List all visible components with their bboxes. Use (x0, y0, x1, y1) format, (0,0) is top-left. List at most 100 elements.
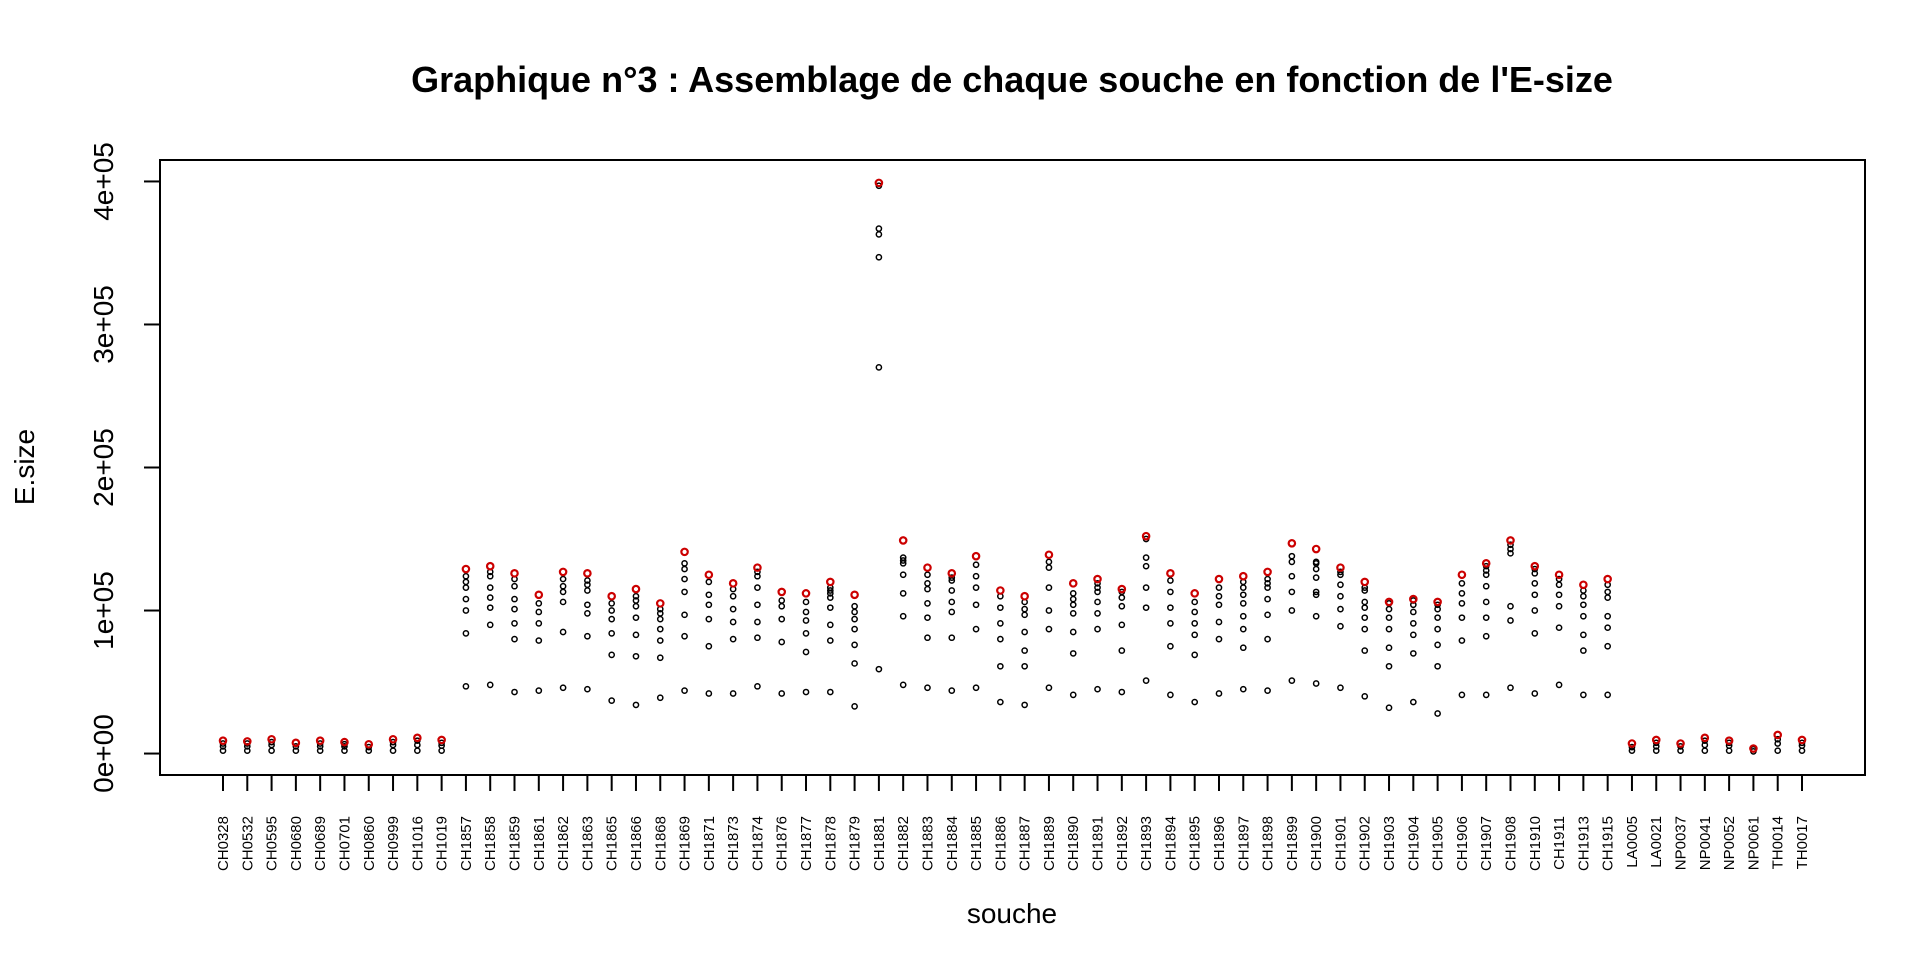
data-point (972, 572, 980, 580)
data-point (1264, 584, 1271, 591)
data-point (486, 621, 494, 629)
data-point (778, 638, 786, 646)
data-point (1094, 588, 1101, 596)
data-point (1045, 584, 1053, 591)
data-point (462, 595, 470, 603)
data-point (511, 688, 518, 696)
data-point (1482, 567, 1490, 574)
data-point (754, 568, 761, 576)
data-point (729, 635, 737, 643)
data-point (1191, 620, 1199, 627)
data-point (1531, 607, 1539, 614)
data-point (1531, 690, 1539, 697)
data-point-max (680, 547, 689, 557)
data-point (972, 584, 980, 591)
data-point (681, 588, 688, 596)
data-point (826, 637, 834, 644)
data-point (924, 571, 931, 579)
data-point-max (242, 737, 252, 746)
data-point (1069, 590, 1077, 597)
data-point (1531, 579, 1539, 587)
x-tick-label: CH1879 (847, 816, 864, 871)
data-point-max (1481, 559, 1491, 568)
data-point (948, 598, 956, 606)
data-point (1094, 584, 1101, 591)
data-point-max (898, 536, 908, 545)
data-point-max (1093, 574, 1102, 584)
data-point (341, 747, 348, 755)
data-point-max (218, 736, 228, 745)
data-point (997, 698, 1004, 706)
data-point (1118, 621, 1126, 629)
data-point (632, 701, 640, 709)
x-tick-label: TH0014 (1770, 816, 1787, 869)
data-point (1094, 579, 1101, 587)
data-point (656, 654, 664, 662)
data-point (584, 601, 591, 609)
data-point (1434, 614, 1441, 622)
data-point-max (1651, 735, 1661, 745)
data-point (608, 600, 616, 607)
x-tick-label: CH1866 (628, 816, 645, 871)
data-point (1264, 595, 1271, 603)
data-point (1264, 635, 1271, 643)
x-tick-label: CH1862 (555, 816, 572, 871)
x-axis-label: souche (967, 898, 1057, 929)
data-point-max (777, 587, 787, 597)
data-point-max (1603, 574, 1612, 584)
data-point (584, 610, 591, 617)
data-point (656, 610, 664, 617)
data-point (1118, 688, 1126, 696)
data-point (1531, 630, 1539, 637)
data-point (1434, 605, 1441, 613)
data-point (486, 572, 494, 580)
data-point (1482, 691, 1490, 699)
data-point (511, 620, 518, 627)
data-point (1118, 602, 1126, 610)
data-point (1167, 577, 1174, 584)
data-point (1409, 698, 1417, 706)
x-tick-label: CH1016 (409, 816, 426, 871)
data-point (1239, 584, 1247, 591)
data-point (972, 561, 980, 569)
data-point (608, 630, 616, 637)
data-point-max (1287, 539, 1297, 548)
data-point (1215, 601, 1223, 609)
y-axis-label: E.size (9, 429, 40, 505)
data-point (948, 587, 956, 594)
data-point (875, 253, 883, 261)
data-point (1288, 552, 1296, 560)
data-point-max (1433, 597, 1442, 607)
data-point (1458, 579, 1466, 587)
data-point (559, 628, 567, 636)
data-point (462, 607, 470, 614)
x-tick-label: CH1895 (1187, 816, 1204, 871)
x-tick-label: CH1905 (1430, 816, 1447, 871)
data-point (1215, 592, 1223, 600)
data-point (511, 595, 518, 603)
data-point (1385, 625, 1393, 633)
data-point (681, 632, 688, 640)
data-point-max (1700, 733, 1710, 743)
x-tick-label: CH1892 (1114, 816, 1131, 871)
data-point (851, 641, 858, 649)
data-point (851, 608, 858, 616)
data-point (899, 554, 907, 561)
data-point (681, 559, 688, 567)
data-point (826, 621, 834, 629)
data-point (1312, 591, 1320, 599)
data-point (1604, 612, 1612, 620)
data-point (1434, 625, 1441, 633)
data-point (1434, 662, 1441, 670)
data-point (705, 642, 713, 650)
data-point-max (413, 733, 422, 743)
x-tick-label: CH1889 (1041, 816, 1058, 871)
data-point (681, 611, 688, 619)
data-point (875, 225, 883, 233)
data-point (486, 584, 494, 591)
data-point-max (996, 586, 1005, 595)
data-point-max (583, 569, 592, 578)
data-point-max (874, 178, 884, 188)
x-tick-label: CH1900 (1308, 816, 1325, 871)
x-tick-label: CH1899 (1284, 816, 1301, 871)
